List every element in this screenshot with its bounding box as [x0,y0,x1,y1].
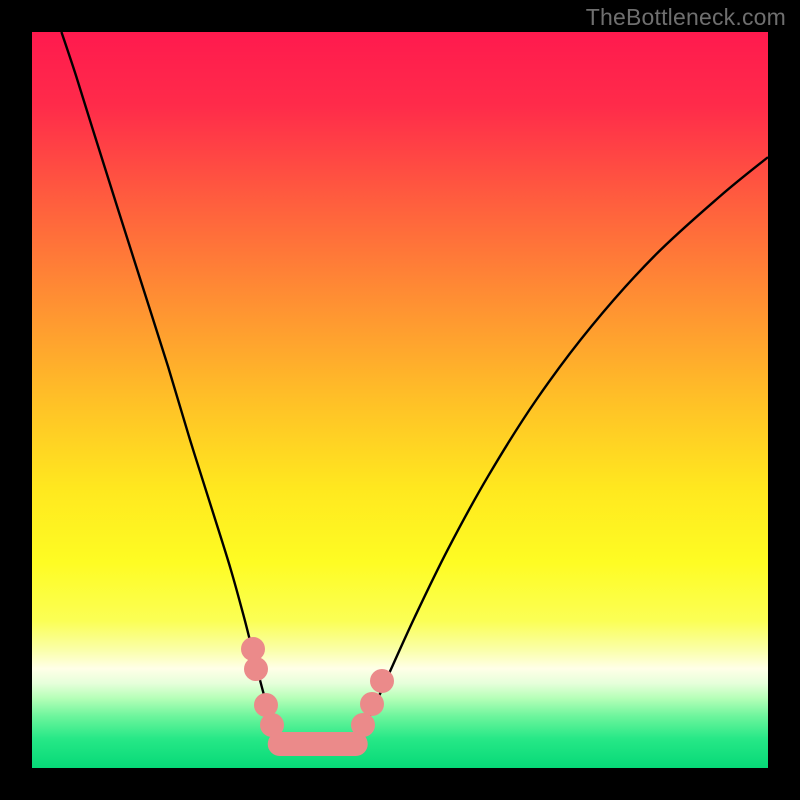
valley-capsule-marker [267,732,368,756]
data-point-marker [244,657,268,681]
data-point-marker [370,669,394,693]
plot-area [32,32,768,768]
v-curve [32,32,768,768]
curve-right [348,157,768,747]
watermark-text: TheBottleneck.com [586,4,786,31]
data-point-marker [360,692,384,716]
